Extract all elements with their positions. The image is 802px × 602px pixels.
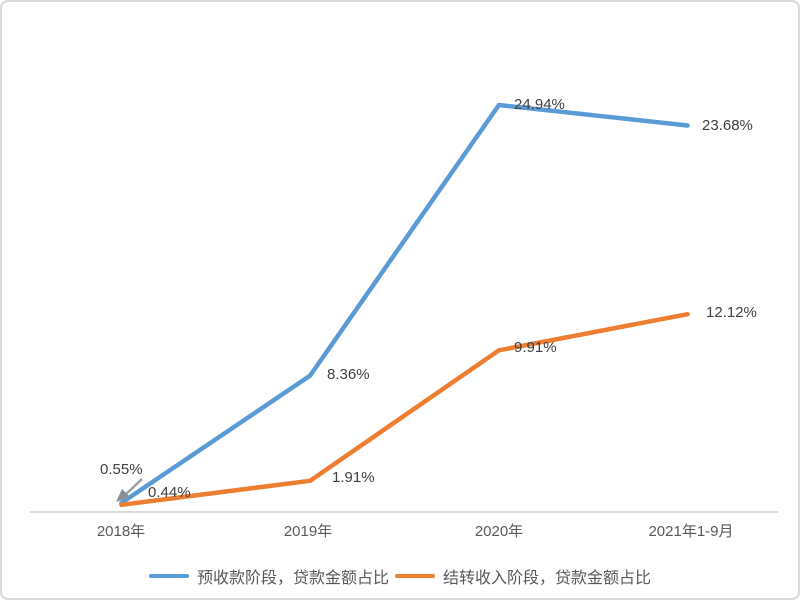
legend-item-series2: 结转收入阶段，贷款金额占比	[395, 564, 651, 588]
data-label-series2-2019: 1.91%	[332, 469, 375, 486]
legend-label-series1: 预收款阶段，贷款金额占比	[196, 570, 389, 587]
data-label-series2-2021: 12.12%	[706, 304, 757, 321]
series-line-1	[119, 102, 690, 506]
legend-swatch-orange-line	[395, 574, 435, 578]
data-label-series2-2020: 9.91%	[514, 339, 557, 356]
x-tick-2020: 2020年	[474, 523, 524, 540]
data-label-series1-2020: 24.94%	[514, 96, 565, 113]
legend-swatch-blue-line	[148, 574, 189, 578]
legend-item-series1: 预收款阶段，贷款金额占比	[148, 564, 389, 588]
x-tick-2019: 2019年	[283, 523, 333, 540]
x-tick-2021: 2021年1-9月	[648, 523, 734, 540]
series-lines	[119, 102, 690, 508]
series-line-2	[119, 311, 690, 508]
chart-legend: 预收款阶段，贷款金额占比 结转收入阶段，贷款金额占比	[2, 564, 798, 588]
data-label-series1-2018: 0.55%	[100, 461, 143, 478]
data-label-series1-2019: 8.36%	[327, 366, 370, 383]
data-label-series1-2021: 23.68%	[702, 117, 753, 134]
legend-label-series2: 结转收入阶段，贷款金额占比	[443, 570, 652, 587]
x-axis-line	[30, 511, 778, 513]
data-label-series2-2018: 0.44%	[148, 484, 191, 501]
x-tick-2018: 2018年	[96, 523, 146, 540]
